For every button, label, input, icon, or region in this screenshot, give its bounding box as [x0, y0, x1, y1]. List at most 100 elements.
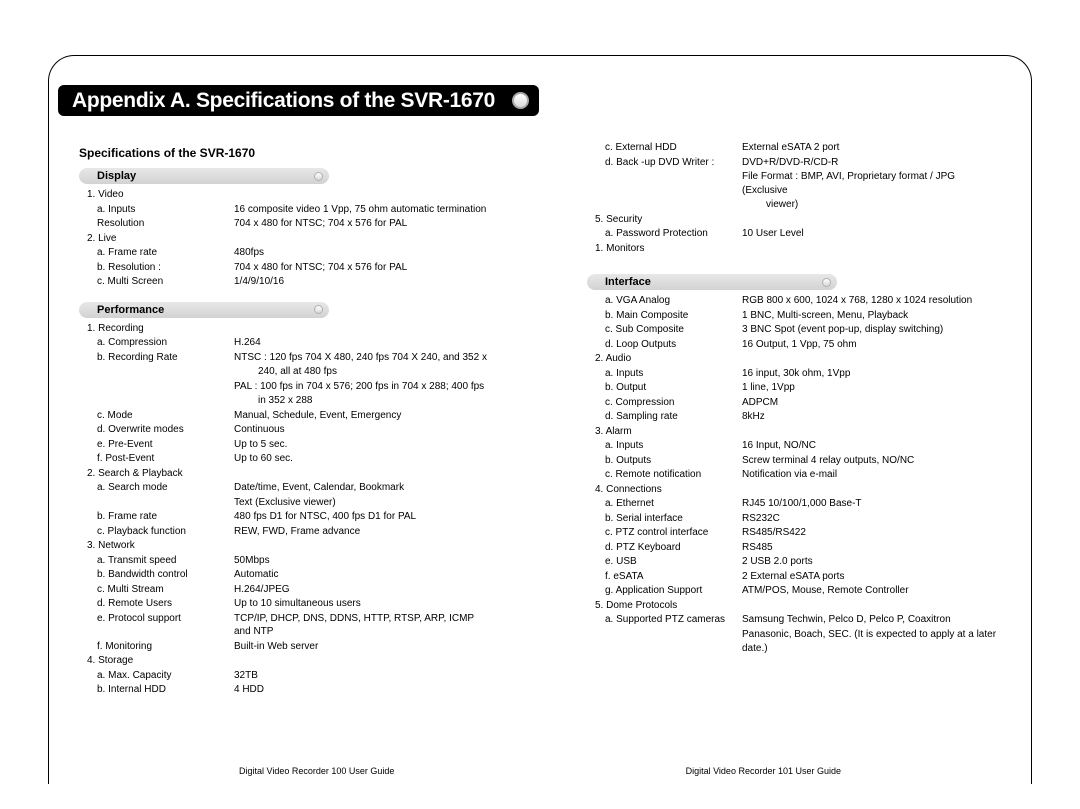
- spec-row: PAL : 100 fps in 704 x 576; 200 fps in 7…: [79, 380, 493, 394]
- spec-value: TCP/IP, DHCP, DNS, DDNS, HTTP, RTSP, ARP…: [234, 612, 493, 639]
- spec-row: c. External HDDExternal eSATA 2 port: [587, 141, 1001, 155]
- spec-row: Resolution704 x 480 for NTSC; 704 x 576 …: [79, 217, 493, 231]
- spec-value: 16 Input, NO/NC: [742, 439, 1001, 453]
- spec-value: [234, 232, 493, 246]
- bar-dot-icon: [314, 305, 323, 314]
- spec-label: a. Transmit speed: [79, 554, 234, 568]
- footer-right: Digital Video Recorder 101 User Guide: [686, 766, 841, 776]
- spec-label: 3. Network: [79, 539, 234, 553]
- spec-label: a. VGA Analog: [587, 294, 742, 308]
- spec-value: H.264/JPEG: [234, 583, 493, 597]
- spec-label: 3. Alarm: [587, 425, 742, 439]
- spec-row: b. Resolution :704 x 480 for NTSC; 704 x…: [79, 261, 493, 275]
- spec-value: 480fps: [234, 246, 493, 260]
- spec-label: b. Outputs: [587, 454, 742, 468]
- spec-row: 1. Recording: [79, 322, 493, 336]
- spec-label: c. Playback function: [79, 525, 234, 539]
- spec-value: 16 composite video 1 Vpp, 75 ohm automat…: [234, 203, 493, 217]
- spec-row: d. Overwrite modesContinuous: [79, 423, 493, 437]
- interface-rows: a. VGA AnalogRGB 800 x 600, 1024 x 768, …: [587, 294, 1001, 656]
- spec-label: 2. Audio: [587, 352, 742, 366]
- spec-value: External eSATA 2 port: [742, 141, 1001, 155]
- spec-row: b. OutputsScrew terminal 4 relay outputs…: [587, 454, 1001, 468]
- spec-value: [234, 654, 493, 668]
- spec-value: 1 line, 1Vpp: [742, 381, 1001, 395]
- spec-row: d. Loop Outputs16 Output, 1 Vpp, 75 ohm: [587, 338, 1001, 352]
- spec-label: c. Multi Stream: [79, 583, 234, 597]
- spec-value: Built-in Web server: [234, 640, 493, 654]
- spec-row: c. PTZ control interfaceRS485/RS422: [587, 526, 1001, 540]
- spec-label: 1. Monitors: [587, 242, 742, 256]
- spec-value: Notification via e-mail: [742, 468, 1001, 482]
- spec-row: e. Pre-EventUp to 5 sec.: [79, 438, 493, 452]
- spec-label: 5. Dome Protocols: [587, 599, 742, 613]
- spec-row: c. CompressionADPCM: [587, 396, 1001, 410]
- spec-value: RS485: [742, 541, 1001, 555]
- spec-row: c. Multi Screen1/4/9/10/16: [79, 275, 493, 289]
- spec-row: d. PTZ KeyboardRS485: [587, 541, 1001, 555]
- spec-label: [79, 496, 234, 510]
- spec-value: 10 User Level: [742, 227, 1001, 241]
- spec-label: f. Monitoring: [79, 640, 234, 654]
- spec-label: a. Password Protection: [587, 227, 742, 241]
- spec-value: date.): [742, 642, 1001, 656]
- spec-value: 704 x 480 for NTSC; 704 x 576 for PAL: [234, 217, 493, 231]
- spec-label: a. Supported PTZ cameras: [587, 613, 742, 627]
- spec-value: [742, 242, 1001, 256]
- spec-label: a. Inputs: [587, 439, 742, 453]
- spec-label: 2. Live: [79, 232, 234, 246]
- spec-row: 1. Monitors: [587, 242, 1001, 256]
- spec-label: b. Frame rate: [79, 510, 234, 524]
- spec-row: a. Inputs16 Input, NO/NC: [587, 439, 1001, 453]
- spec-label: [587, 642, 742, 656]
- spec-value: NTSC : 120 fps 704 X 480, 240 fps 704 X …: [234, 351, 493, 365]
- spec-row: b. Bandwidth controlAutomatic: [79, 568, 493, 582]
- spec-value: File Format : BMP, AVI, Proprietary form…: [742, 170, 1001, 197]
- spec-label: [79, 365, 234, 379]
- spec-label: c. Multi Screen: [79, 275, 234, 289]
- spec-value: RS485/RS422: [742, 526, 1001, 540]
- spec-value: 240, all at 480 fps: [234, 365, 493, 379]
- spec-row: a. Inputs16 input, 30k ohm, 1Vpp: [587, 367, 1001, 381]
- spec-row: 2. Audio: [587, 352, 1001, 366]
- spec-value: [742, 425, 1001, 439]
- bar-dot-icon: [314, 172, 323, 181]
- spec-row: b. Internal HDD4 HDD: [79, 683, 493, 697]
- spec-row: c. Playback functionREW, FWD, Frame adva…: [79, 525, 493, 539]
- spec-value: ATM/POS, Mouse, Remote Controller: [742, 584, 1001, 598]
- spec-value: RS232C: [742, 512, 1001, 526]
- spec-label: c. PTZ control interface: [587, 526, 742, 540]
- appendix-title-bar: Appendix A. Specifications of the SVR-16…: [58, 85, 539, 116]
- spec-row: a. Transmit speed50Mbps: [79, 554, 493, 568]
- display-heading-bar: Display: [79, 168, 329, 184]
- spec-value: viewer): [742, 198, 1001, 212]
- spec-value: PAL : 100 fps in 704 x 576; 200 fps in 7…: [234, 380, 493, 394]
- right-column: c. External HDDExternal eSATA 2 portd. B…: [587, 140, 1001, 754]
- spec-value: Date/time, Event, Calendar, Bookmark: [234, 481, 493, 495]
- spec-label: [587, 170, 742, 197]
- spec-row: g. Application SupportATM/POS, Mouse, Re…: [587, 584, 1001, 598]
- spec-label: d. Sampling rate: [587, 410, 742, 424]
- spec-label: c. External HDD: [587, 141, 742, 155]
- spec-row: 1. Video: [79, 188, 493, 202]
- spec-row: 2. Live: [79, 232, 493, 246]
- spec-value: 1/4/9/10/16: [234, 275, 493, 289]
- spec-label: a. Frame rate: [79, 246, 234, 260]
- spec-label: a. Search mode: [79, 481, 234, 495]
- spec-value: [234, 188, 493, 202]
- spec-label: [587, 198, 742, 212]
- spec-row: f. eSATA2 External eSATA ports: [587, 570, 1001, 584]
- spec-value: Up to 10 simultaneous users: [234, 597, 493, 611]
- spec-row: e. Protocol supportTCP/IP, DHCP, DNS, DD…: [79, 612, 493, 639]
- spec-label: a. Ethernet: [587, 497, 742, 511]
- spec-label: d. Remote Users: [79, 597, 234, 611]
- spec-value: Text (Exclusive viewer): [234, 496, 493, 510]
- spec-label: b. Output: [587, 381, 742, 395]
- spec-value: 50Mbps: [234, 554, 493, 568]
- spec-value: [742, 352, 1001, 366]
- spec-row: a. Search modeDate/time, Event, Calendar…: [79, 481, 493, 495]
- spec-value: Continuous: [234, 423, 493, 437]
- spec-row: b. Main Composite1 BNC, Multi-screen, Me…: [587, 309, 1001, 323]
- display-rows: 1. Videoa. Inputs16 composite video 1 Vp…: [79, 188, 493, 289]
- spec-label: 2. Search & Playback: [79, 467, 234, 481]
